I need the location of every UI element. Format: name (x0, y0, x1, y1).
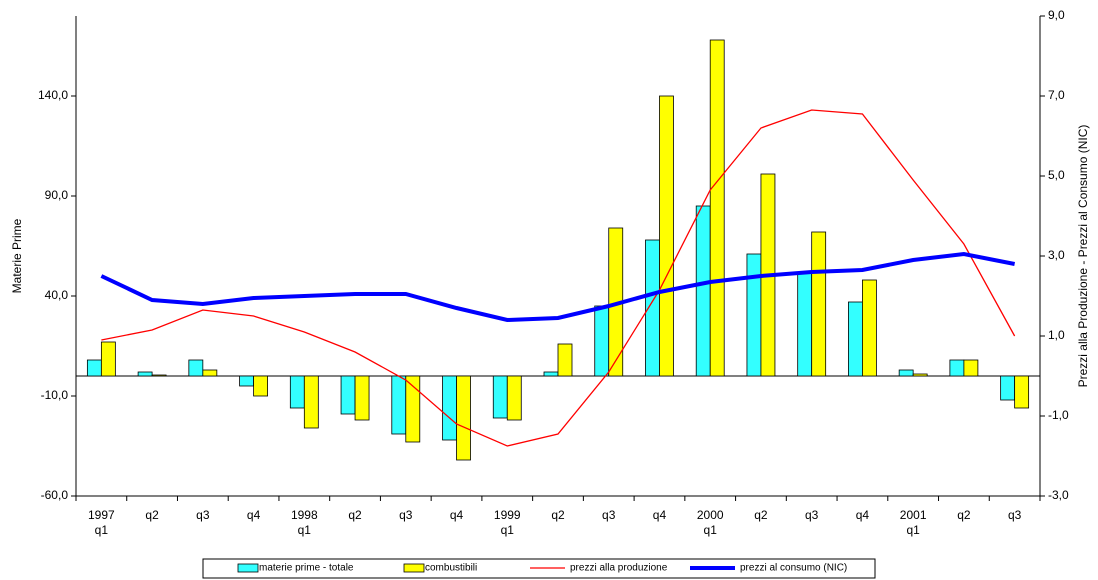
bar (239, 375, 254, 387)
x-tick-label: 1999 q1 (493, 508, 521, 537)
y2-tick-label: 1,0 (1048, 328, 1065, 342)
bar (1014, 375, 1030, 409)
y2-tick-label: -3,0 (1048, 488, 1069, 502)
bar (340, 375, 356, 415)
line (100, 251, 1016, 323)
bar (456, 375, 471, 461)
x-tick-label: 2001 q1 (899, 508, 927, 537)
x-tick-label: q2 (957, 508, 971, 522)
legend-label: materie prime - totale (259, 563, 354, 574)
bar (912, 373, 928, 377)
bar (862, 279, 877, 377)
x-tick-label: q3 (804, 508, 819, 522)
bar (543, 371, 559, 377)
legend-label: combustibili (425, 563, 477, 574)
y2-tick-label: 3,0 (1048, 248, 1065, 262)
x-tick-label: q3 (602, 508, 616, 522)
y2-tick-label: 7,0 (1048, 88, 1065, 102)
legend-swatch (403, 563, 425, 573)
x-tick-label: 1997 q1 (88, 508, 115, 537)
x-tick-label: q2 (551, 508, 565, 522)
y2-axis-title: Prezzi alla Produzione - Prezzi al Consu… (1076, 125, 1090, 388)
bar (86, 359, 102, 377)
legend-label: prezzi alla produzione (570, 563, 668, 574)
bar (949, 359, 965, 377)
x-tick-label: 2000 q1 (696, 508, 724, 537)
y2-tick-label: -1,0 (1048, 408, 1069, 422)
y-tick-label: 40,0 (45, 288, 69, 302)
bar (137, 371, 153, 377)
bar (557, 343, 573, 377)
bar (746, 253, 762, 377)
x-tick-label: q2 (348, 508, 362, 522)
legend-box (202, 558, 876, 579)
line (101, 109, 1016, 447)
bar (100, 341, 116, 377)
bar (151, 374, 167, 377)
y-tick-label: 140,0 (38, 88, 68, 102)
y-axis-title: Materie Prime (10, 218, 24, 293)
x-tick-label: 1998 q1 (290, 508, 318, 537)
bar (253, 375, 268, 397)
bar (303, 375, 319, 429)
legend-swatch (237, 563, 259, 573)
bar (391, 375, 407, 435)
x-tick-label: q2 (145, 508, 159, 522)
bar (1000, 375, 1016, 401)
x-tick-label: q4 (246, 508, 261, 522)
bar (659, 95, 674, 377)
bar (898, 369, 914, 377)
bar (695, 205, 711, 377)
x-tick-label: q4 (449, 508, 464, 522)
bar (289, 375, 305, 409)
bar (963, 359, 979, 377)
bar (202, 369, 218, 377)
x-tick-label: q4 (855, 508, 870, 522)
bar (506, 375, 522, 421)
x-tick-label: q3 (399, 508, 413, 522)
y-tick-label: 90,0 (45, 188, 69, 202)
bar (405, 375, 421, 443)
bar (354, 375, 370, 421)
bar (594, 305, 610, 377)
x-tick-label: q2 (754, 508, 768, 522)
y-tick-label: -10,0 (41, 388, 69, 402)
y2-tick-label: 5,0 (1048, 168, 1065, 182)
legend-label: prezzi al consumo (NIC) (740, 563, 847, 574)
y2-tick-label: 9,0 (1048, 8, 1065, 22)
bar (811, 231, 827, 377)
bar (848, 301, 863, 377)
bar (442, 375, 457, 441)
x-tick-label: q3 (1007, 508, 1022, 522)
bar (797, 271, 813, 377)
bar (492, 375, 508, 419)
x-tick-label: q3 (196, 508, 210, 522)
y-tick-label: -60,0 (41, 488, 69, 502)
bar (709, 39, 725, 377)
x-tick-label: q4 (652, 508, 667, 522)
bar (188, 359, 204, 377)
